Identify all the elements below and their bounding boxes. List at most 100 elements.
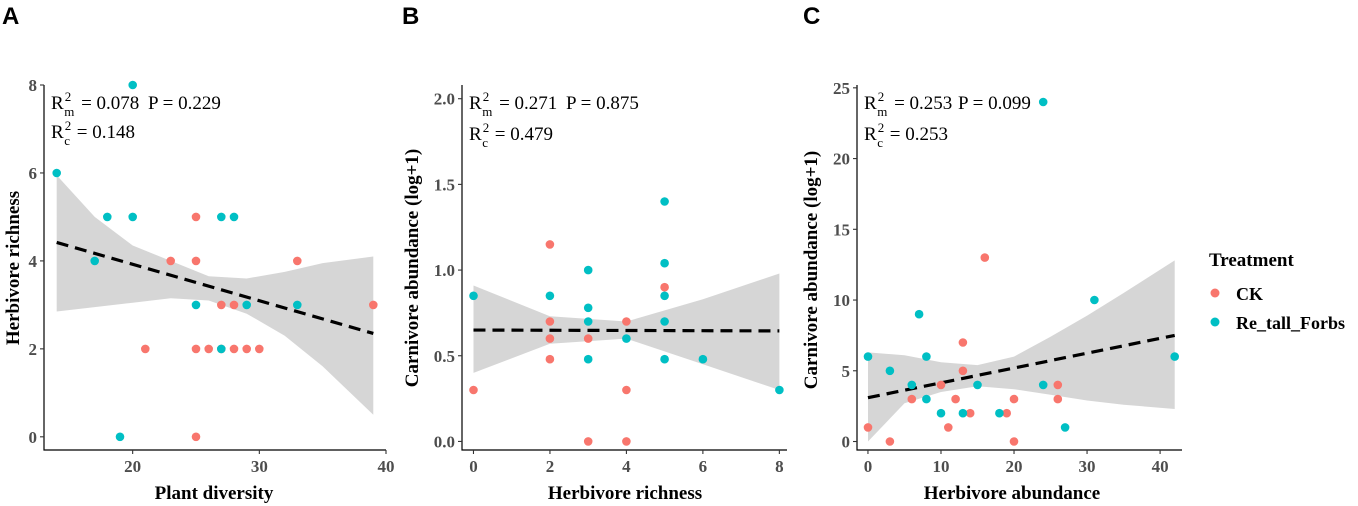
y-tick-label: 0.5	[434, 347, 455, 366]
point-re-tall-forbs	[914, 309, 924, 319]
y-tick-label: 1.0	[434, 261, 455, 280]
point-ck	[293, 256, 302, 266]
x-tick-label: 6	[699, 457, 708, 476]
regression-line	[473, 328, 780, 333]
confidence-band	[56, 175, 374, 415]
x-tick-label: 4	[622, 457, 631, 476]
legend-title: Treatment	[1209, 250, 1294, 271]
point-ck	[369, 300, 378, 310]
y-axis-title: Carnivore abundance (log+1)	[402, 149, 423, 387]
point-ck	[863, 423, 873, 432]
point-re-tall-forbs	[775, 385, 784, 395]
point-re-tall-forbs	[973, 380, 982, 390]
y-tick-label: 6	[29, 164, 38, 183]
x-tick-label: 0	[864, 457, 873, 476]
x-tick-label: 8	[775, 457, 784, 476]
point-ck	[907, 394, 917, 404]
legend-swatch-re-tall-forbs	[1210, 317, 1220, 327]
point-re-tall-forbs	[583, 354, 593, 364]
point-ck	[204, 344, 213, 354]
legend: Treatment CK Re_tall_Forbs	[1209, 250, 1345, 333]
x-tick-label: 20	[1006, 457, 1023, 476]
point-re-tall-forbs	[128, 212, 137, 222]
y-tick-label: 20	[833, 150, 850, 169]
y-tick-label: 10	[833, 291, 850, 310]
point-ck	[1009, 437, 1019, 446]
panel-b: B 0 2 4 6 8 0.0 0.5 1.0 1.5 2.0 R2 m = 0.271 R2 c =…	[402, 3, 787, 504]
p-value-stat: P = 0.875	[566, 93, 639, 114]
r2m-stat: R2 m = 0.271	[469, 89, 557, 119]
point-re-tall-forbs	[191, 300, 201, 310]
x-axis-title: Herbivore abundance	[924, 483, 1100, 504]
x-tick-label: 20	[124, 457, 141, 476]
point-re-tall-forbs	[660, 354, 669, 364]
point-re-tall-forbs	[583, 265, 593, 275]
y-axis-title: Herbivore richness	[3, 191, 24, 345]
point-re-tall-forbs	[293, 300, 302, 310]
point-re-tall-forbs	[936, 408, 946, 418]
p-value-stat: P = 0.099	[958, 93, 1031, 114]
point-re-tall-forbs	[622, 334, 631, 343]
point-re-tall-forbs	[922, 394, 931, 404]
point-ck	[545, 334, 555, 343]
point-ck	[1053, 380, 1063, 390]
point-re-tall-forbs	[922, 352, 931, 361]
y-tick-label: 0.0	[434, 432, 455, 451]
x-tick-label: 40	[1152, 457, 1169, 476]
point-re-tall-forbs	[907, 380, 917, 390]
point-re-tall-forbs	[128, 80, 137, 90]
legend-label-ck: CK	[1236, 284, 1263, 304]
x-tick-label: 30	[1079, 457, 1096, 476]
point-ck	[660, 282, 669, 292]
x-axis-title: Plant diversity	[155, 483, 274, 504]
point-ck	[958, 338, 968, 347]
point-re-tall-forbs	[583, 303, 593, 313]
y-tick-label: 8	[29, 76, 38, 95]
r2m-stat: R2 m = 0.253	[864, 89, 952, 119]
r2c-stat: R2 c = 0.479	[469, 120, 553, 150]
point-re-tall-forbs	[217, 212, 226, 222]
point-re-tall-forbs	[1170, 352, 1179, 361]
point-ck	[885, 437, 895, 446]
point-ck	[191, 432, 201, 442]
p-value-stat: P = 0.229	[148, 93, 221, 114]
y-tick-label: 15	[833, 220, 850, 239]
point-re-tall-forbs	[863, 352, 873, 361]
x-tick-label: 2	[546, 457, 555, 476]
point-re-tall-forbs	[660, 317, 669, 326]
point-re-tall-forbs	[698, 354, 708, 364]
point-ck	[622, 437, 631, 446]
point-ck	[1002, 408, 1011, 418]
point-ck	[545, 354, 555, 364]
r2m-stat: R2 m = 0.078	[51, 89, 139, 119]
point-ck	[229, 300, 239, 310]
point-ck	[242, 344, 251, 354]
panel-a: A 20 30 40 0 2 4 6 8 R2 m = 0.078 R2 c = 0.148 P …	[2, 3, 395, 504]
point-ck	[545, 240, 555, 249]
point-re-tall-forbs	[103, 212, 112, 222]
point-re-tall-forbs	[90, 256, 99, 266]
point-ck	[583, 437, 593, 446]
point-re-tall-forbs	[1060, 423, 1070, 432]
point-ck	[622, 385, 631, 395]
point-re-tall-forbs	[660, 197, 669, 206]
point-re-tall-forbs	[1038, 97, 1048, 107]
point-ck	[254, 344, 264, 354]
point-re-tall-forbs	[958, 408, 968, 418]
point-re-tall-forbs	[469, 291, 478, 301]
point-ck	[958, 366, 968, 376]
x-tick-label: 40	[378, 457, 395, 476]
point-ck	[545, 317, 555, 326]
r2c-stat: R2 c = 0.148	[51, 118, 135, 148]
point-re-tall-forbs	[217, 344, 226, 354]
point-re-tall-forbs	[660, 291, 669, 301]
y-tick-label: 0	[29, 428, 38, 447]
point-ck	[622, 317, 631, 326]
point-re-tall-forbs	[1090, 295, 1099, 305]
y-tick-label: 4	[29, 252, 38, 271]
x-axis-title: Herbivore richness	[548, 483, 702, 504]
x-tick-label: 0	[469, 457, 478, 476]
x-tick-label: 30	[251, 457, 268, 476]
panel-letter-a: A	[2, 3, 19, 30]
point-re-tall-forbs	[115, 432, 125, 442]
